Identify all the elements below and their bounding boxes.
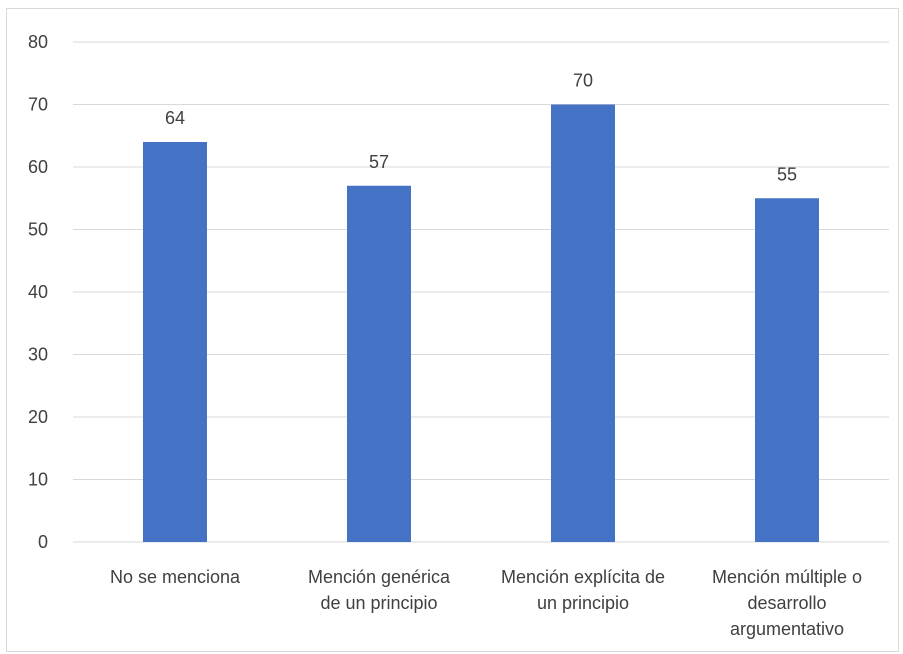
data-label: 57	[369, 152, 389, 172]
data-labels: 64 57 70 55	[165, 71, 797, 185]
data-label: 70	[573, 71, 593, 91]
data-label: 64	[165, 108, 185, 128]
gridlines	[73, 41, 889, 543]
x-axis-categories: No se menciona Mención genérica de un prin…	[110, 567, 862, 639]
x-category-label: Mención explícita de un principio	[501, 567, 665, 613]
x-category-label-line: Mención genérica	[308, 567, 451, 587]
x-category-label: Mención genérica de un principio	[308, 567, 451, 613]
x-category-label-line: Mención múltiple o	[712, 567, 862, 587]
data-label: 55	[777, 164, 797, 184]
y-tick-label: 0	[38, 532, 48, 552]
y-tick-label: 10	[28, 470, 48, 490]
bar	[143, 142, 207, 542]
x-category-label-line: No se menciona	[110, 567, 241, 587]
bars	[143, 104, 819, 542]
y-tick-label: 50	[28, 220, 48, 240]
x-category-label-line: de un principio	[320, 593, 437, 613]
x-category-label-line: un principio	[537, 593, 629, 613]
y-tick-label: 20	[28, 407, 48, 427]
y-tick-label: 40	[28, 282, 48, 302]
y-tick-label: 30	[28, 345, 48, 365]
bar	[551, 104, 615, 542]
y-tick-label: 60	[28, 157, 48, 177]
y-tick-label: 80	[28, 32, 48, 52]
bar	[347, 185, 411, 542]
y-tick-label: 70	[28, 95, 48, 115]
x-category-label-line: Mención explícita de	[501, 567, 665, 587]
x-category-label-line: argumentativo	[730, 619, 844, 639]
y-axis-ticks: 0 10 20 30 40 50 60 70 80	[28, 32, 48, 552]
x-category-label: Mención múltiple o desarrollo argumentativ…	[712, 567, 862, 639]
bar	[755, 198, 819, 542]
x-category-label: No se menciona	[110, 567, 241, 587]
x-category-label-line: desarrollo	[747, 593, 826, 613]
